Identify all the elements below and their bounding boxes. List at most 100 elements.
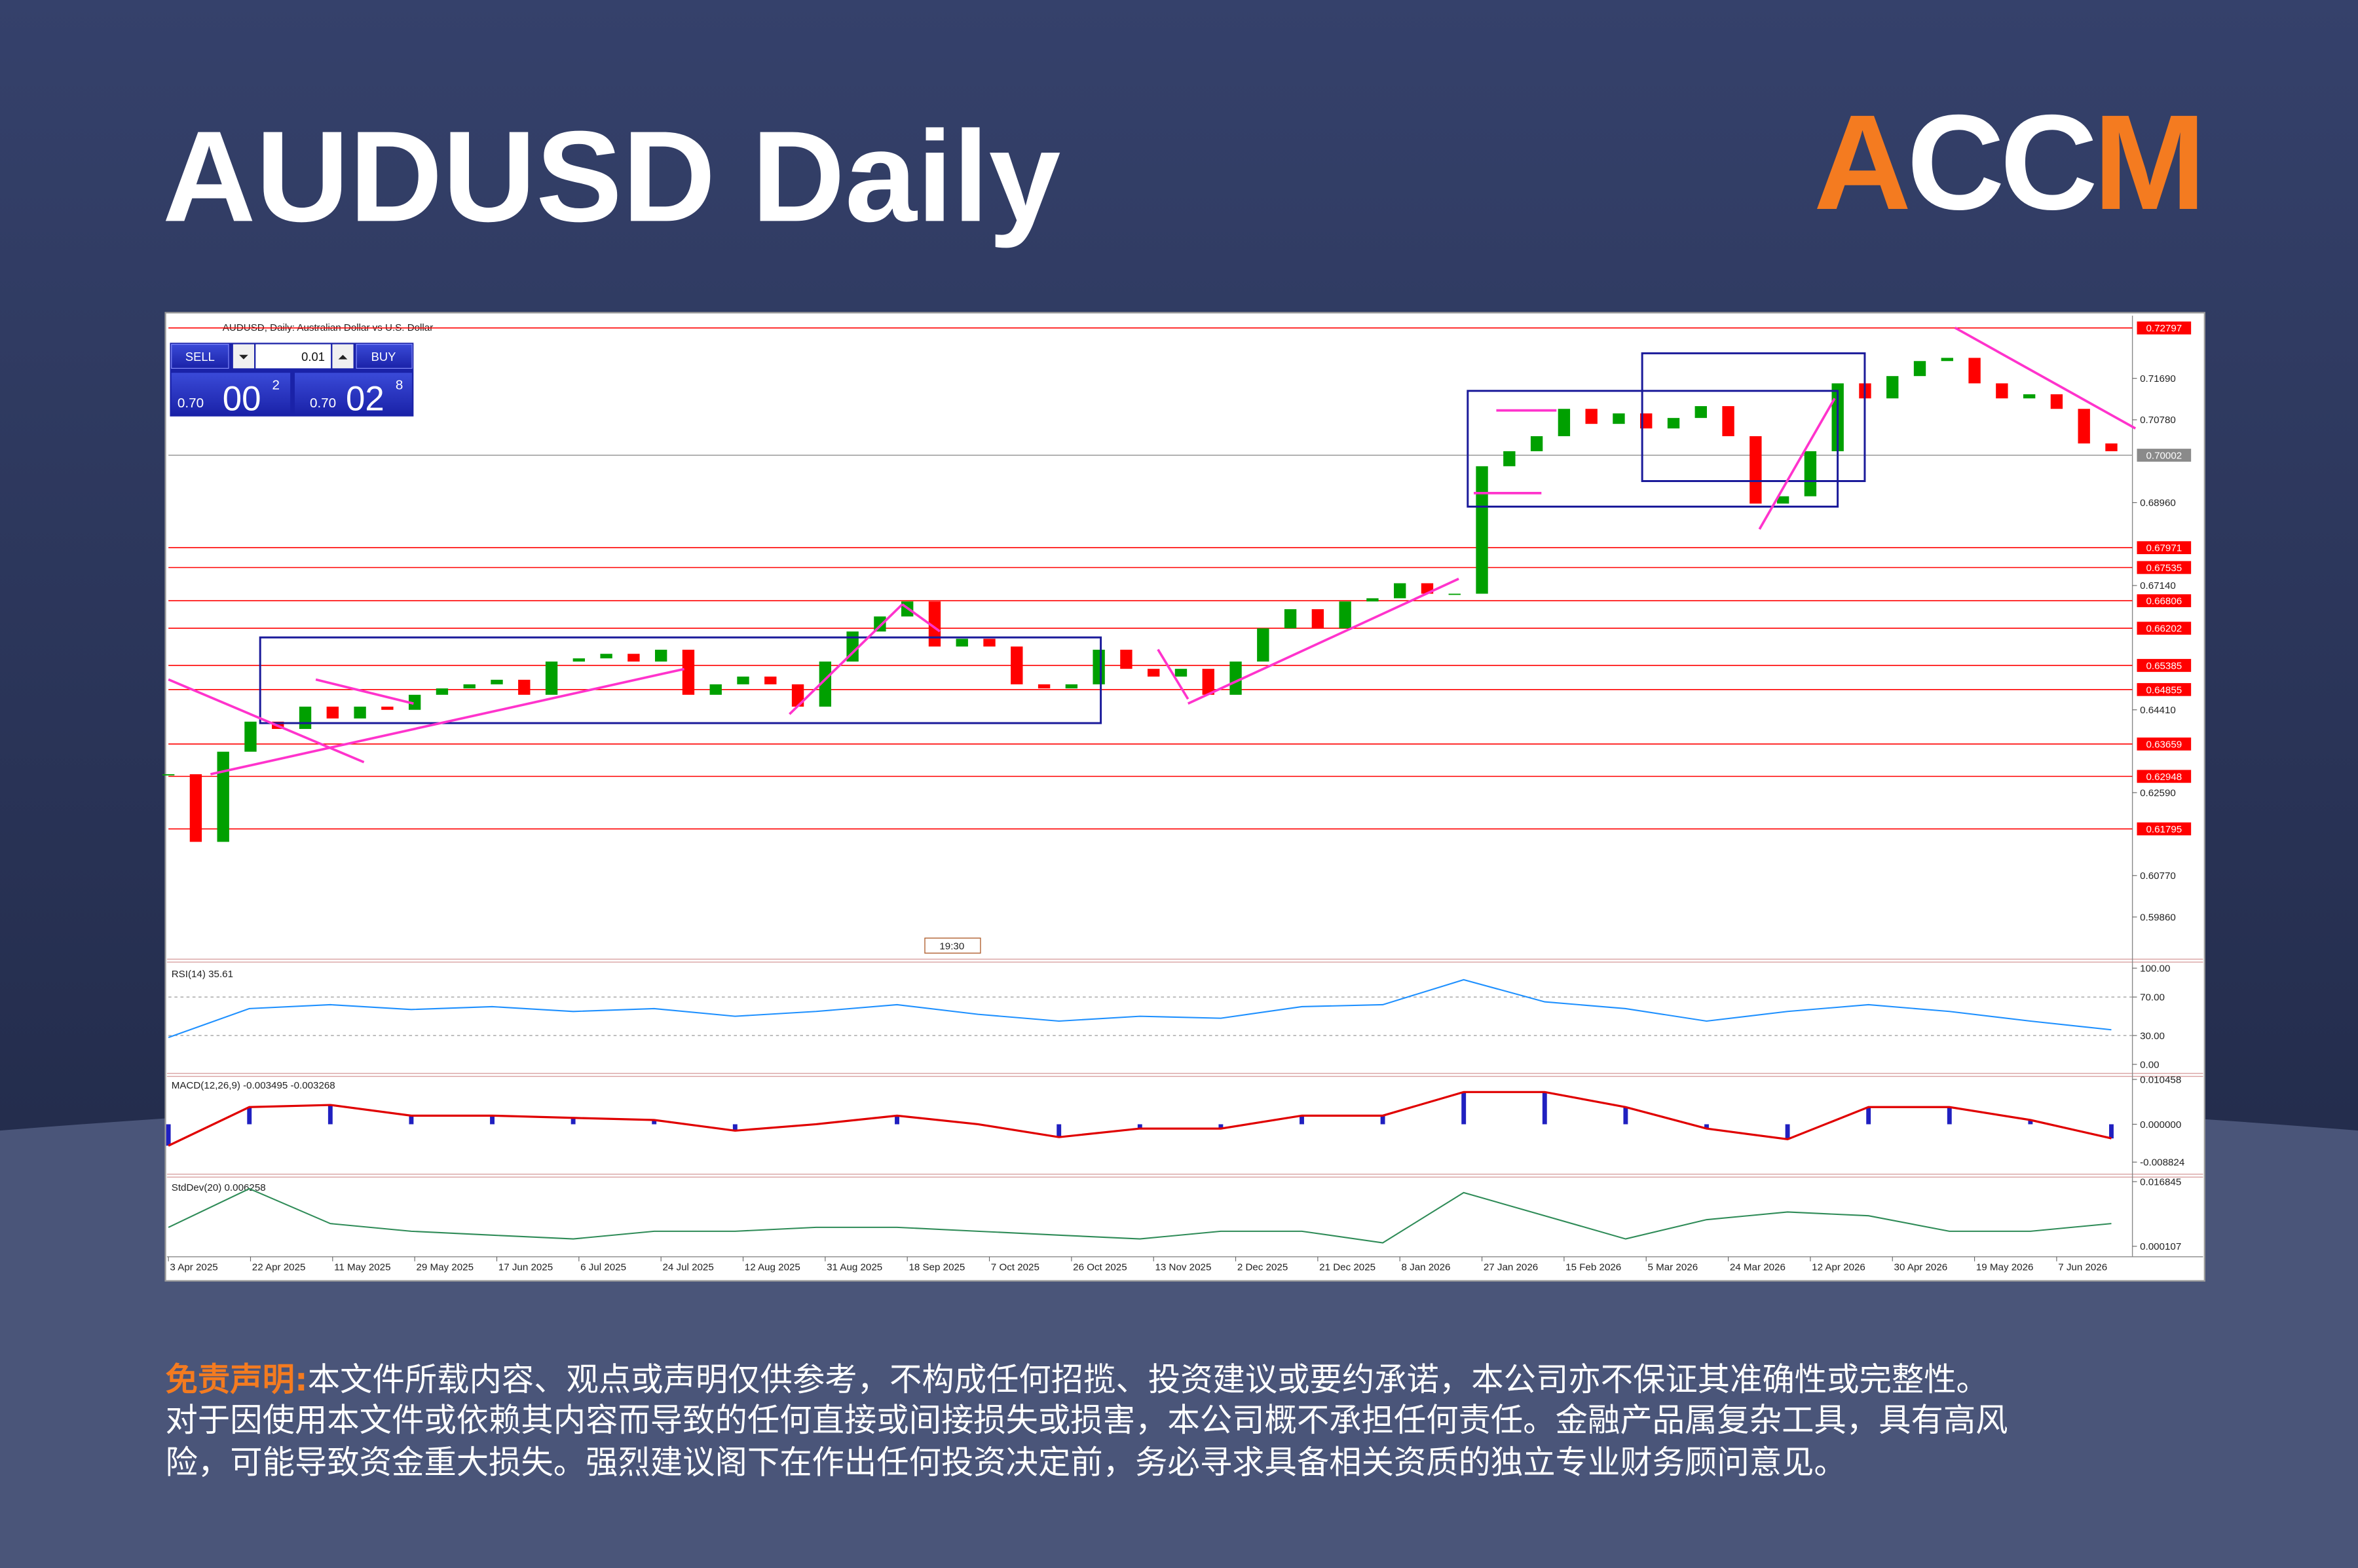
y-tick-label: 0.64410 <box>2140 705 2176 716</box>
buy-price-point: 8 <box>396 377 403 392</box>
x-tick-label: 27 Jan 2026 <box>1484 1262 1538 1273</box>
candle <box>518 679 531 695</box>
y-tick-label: -0.008824 <box>2140 1157 2184 1168</box>
histogram-bar <box>1380 1115 1385 1125</box>
sell-label[interactable]: SELL <box>185 350 215 364</box>
x-tick-label: 12 Aug 2025 <box>745 1262 800 1273</box>
histogram-bar <box>1218 1124 1224 1129</box>
candle <box>1776 496 1789 504</box>
x-tick-label: 8 Jan 2026 <box>1402 1262 1451 1273</box>
disclaimer-label: 免责声明: <box>166 1360 308 1398</box>
y-tick-label: 30.00 <box>2140 1030 2165 1041</box>
range-box <box>259 636 1102 724</box>
trend-line <box>315 678 414 705</box>
histogram-bar <box>1785 1124 1790 1140</box>
candle <box>1530 436 1543 451</box>
candle <box>1722 406 1734 436</box>
y-tick-label: 100.00 <box>2140 963 2170 974</box>
buy-button[interactable] <box>356 344 413 369</box>
y-tick-label: 70.00 <box>2140 992 2165 1003</box>
candle <box>408 694 421 710</box>
sell-price-point: 2 <box>272 377 280 392</box>
histogram-bar <box>1461 1092 1467 1125</box>
buy-price-box[interactable] <box>295 373 413 415</box>
x-tick-label: 29 May 2025 <box>416 1262 474 1273</box>
level-label: 0.62948 <box>2146 772 2182 783</box>
candle <box>791 684 804 707</box>
candle <box>682 649 695 695</box>
trend-line <box>1954 326 2137 430</box>
candle <box>600 654 612 659</box>
level-label: 0.65385 <box>2146 660 2182 671</box>
level-label: 0.72797 <box>2146 323 2182 334</box>
x-tick-label: 21 Dec 2025 <box>1319 1262 1376 1273</box>
trend-line <box>210 667 685 775</box>
y-tick-label: 0.000000 <box>2140 1119 2181 1130</box>
candle <box>1558 409 1571 436</box>
candle <box>737 676 749 684</box>
histogram-bar <box>409 1115 414 1125</box>
candle <box>1038 684 1051 689</box>
buy-label[interactable]: BUY <box>371 350 396 364</box>
disclaimer-text: 本文件所载内容、观点或声明仅供参考，不构成任何招揽、投资建议或要约承诺，本公司亦… <box>308 1360 1989 1398</box>
lot-input[interactable] <box>255 344 331 369</box>
level-label: 0.66806 <box>2146 596 2182 607</box>
candle <box>244 721 257 752</box>
candle <box>1613 413 1625 424</box>
y-tick-label: 0.60770 <box>2140 870 2176 882</box>
time-marker-box <box>924 937 981 954</box>
histogram-bar <box>1866 1107 1871 1125</box>
candle <box>436 688 449 695</box>
x-tick-label: 7 Oct 2025 <box>991 1262 1039 1273</box>
signal-line <box>168 1091 2112 1147</box>
candle <box>1476 466 1488 594</box>
candle <box>1394 583 1406 599</box>
x-tick-label: 7 Jun 2026 <box>2058 1262 2107 1273</box>
trend-line <box>1758 398 1836 530</box>
candle <box>463 684 476 689</box>
level-tag <box>2137 822 2192 836</box>
candle <box>764 676 777 684</box>
level-tag <box>2137 770 2192 783</box>
pane-title: StdDev(20) 0.006258 <box>172 1182 266 1193</box>
lot-value[interactable]: 0.01 <box>301 350 325 364</box>
x-tick-label: 24 Mar 2026 <box>1730 1262 1786 1273</box>
candle <box>1941 358 1953 362</box>
candle <box>1093 649 1105 684</box>
y-tick-label: 0.67140 <box>2140 580 2176 591</box>
histogram-bar <box>1623 1107 1628 1125</box>
candle <box>1148 669 1160 677</box>
histogram-bar <box>1300 1115 1304 1125</box>
x-tick-label: 15 Feb 2026 <box>1565 1262 1621 1273</box>
sell-button[interactable] <box>171 344 229 369</box>
candle <box>1585 409 1598 424</box>
candle <box>983 639 996 647</box>
candle <box>1284 609 1297 629</box>
level-tag <box>2137 659 2192 672</box>
trend-line <box>789 603 903 715</box>
histogram-bar <box>1137 1124 1142 1129</box>
range-box <box>1641 352 1866 482</box>
histogram-bar <box>2109 1124 2114 1139</box>
histogram-bar <box>1057 1124 1062 1138</box>
level-label: 0.67971 <box>2146 543 2182 554</box>
level-tag <box>2137 682 2192 696</box>
candle <box>1750 436 1762 504</box>
candle <box>1202 669 1214 695</box>
candle <box>1503 451 1516 466</box>
y-tick-label: 0.70780 <box>2140 415 2176 426</box>
candle <box>491 679 503 684</box>
trend-line <box>1188 578 1459 705</box>
candle <box>1257 628 1269 662</box>
logo-part: CC <box>1907 86 2094 238</box>
level-tag <box>2137 321 2192 335</box>
buy-price-prefix: 0.70 <box>310 396 336 411</box>
candle <box>1120 649 1132 669</box>
sell-price-box[interactable] <box>171 373 291 415</box>
disclaimer-text: 险，可能导致资金重大损失。强烈建议阁下在作出任何投资决定前，务必寻求具备相关资质… <box>166 1443 1846 1481</box>
candle <box>189 774 202 842</box>
histogram-bar <box>328 1105 333 1125</box>
candle <box>1996 383 2008 399</box>
y-tick-label: 0.000107 <box>2140 1241 2181 1252</box>
y-tick-label: 0.68960 <box>2140 498 2176 509</box>
